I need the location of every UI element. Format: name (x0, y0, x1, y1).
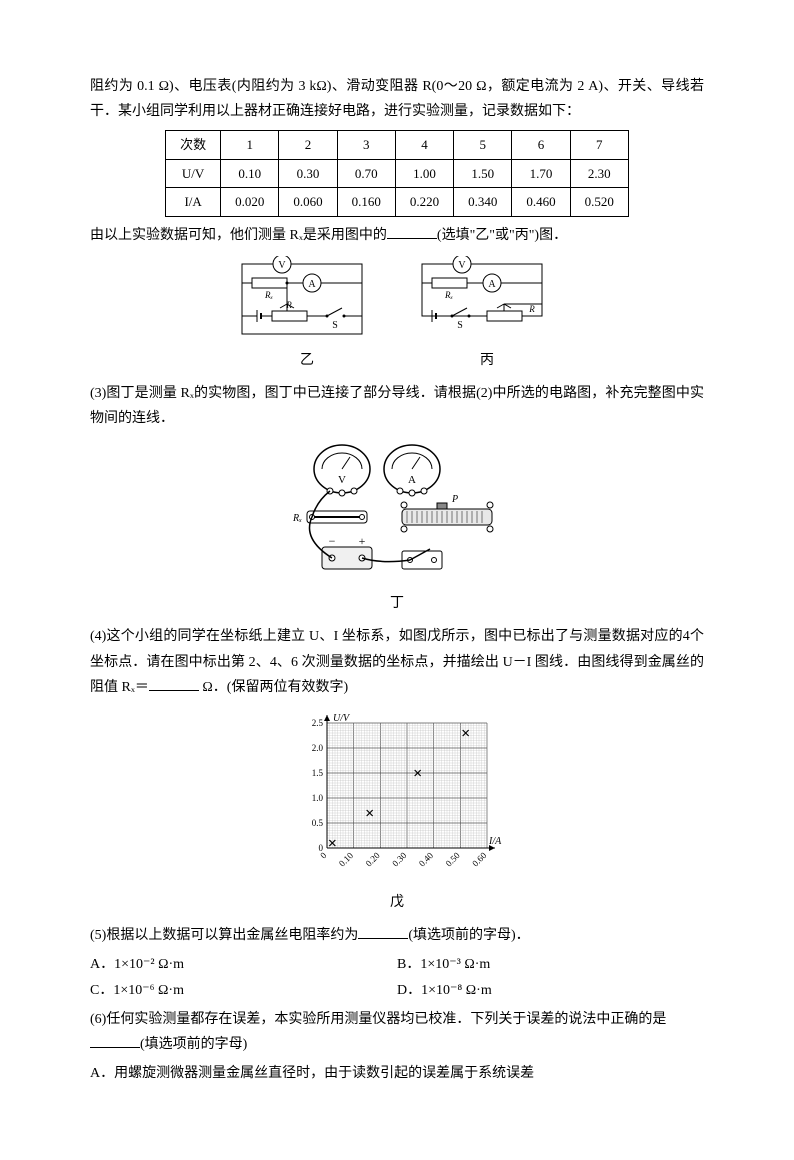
svg-text:0.10: 0.10 (337, 850, 356, 869)
svg-text:S: S (457, 320, 463, 331)
table-header-row: 次数 1 2 3 4 5 6 7 (166, 131, 629, 159)
table-row: U/V 0.10 0.30 0.70 1.00 1.50 1.70 2.30 (166, 159, 629, 187)
q2-suffix: (选填"乙"或"丙")图． (437, 228, 567, 243)
svg-text:V: V (278, 260, 286, 271)
svg-text:1.5: 1.5 (312, 768, 324, 778)
question-6: (6)任何实验测量都存在误差，本实验所用测量仪器均已校准．下列关于误差的说法中正… (90, 1007, 704, 1057)
circuit-yi-svg: V Rₓ A R (232, 256, 382, 346)
question-5: (5)根据以上数据可以算出金属丝电阻率约为 (填选项前的字母)． (90, 923, 704, 948)
svg-text:0.60: 0.60 (470, 850, 489, 869)
svg-text:0.30: 0.30 (390, 850, 409, 869)
svg-text:0.5: 0.5 (312, 818, 324, 828)
svg-text:+: + (359, 534, 366, 548)
svg-text:V: V (458, 260, 466, 271)
table-cell: 2 (279, 131, 337, 159)
table-cell: 0.160 (337, 188, 395, 216)
table-row: I/A 0.020 0.060 0.160 0.220 0.340 0.460 … (166, 188, 629, 216)
svg-text:2.0: 2.0 (312, 743, 324, 753)
question-4: (4)这个小组的同学在坐标纸上建立 U、I 坐标系，如图戊所示，图中已标出了与测… (90, 624, 704, 700)
caption-wu: 戊 (90, 890, 704, 915)
svg-text:1.0: 1.0 (312, 793, 324, 803)
svg-text:0.40: 0.40 (417, 850, 436, 869)
fill-blank (358, 924, 408, 939)
svg-text:V: V (338, 474, 346, 486)
intro-paragraph: 阻约为 0.1 Ω)、电压表(内阻约为 3 kΩ)、滑动变阻器 R(0～20 Ω… (90, 74, 704, 124)
option-5c: C．1×10⁻⁶ Ω·m (90, 978, 397, 1003)
svg-text:S: S (332, 320, 338, 331)
table-cell: 4 (395, 131, 453, 159)
svg-text:P: P (451, 494, 458, 505)
circuit-bing: V Rₓ A S (412, 256, 562, 373)
question-2-text: 由以上实验数据可知，他们测量 Rₓ是采用图中的 (选填"乙"或"丙")图． (90, 223, 704, 248)
svg-text:Rₓ: Rₓ (444, 290, 453, 300)
svg-text:0: 0 (318, 850, 329, 861)
fill-blank (149, 676, 199, 691)
option-5a: A．1×10⁻² Ω·m (90, 952, 397, 977)
svg-text:0.20: 0.20 (364, 850, 383, 869)
apparatus-figure: V A Rₓ P (90, 439, 704, 616)
svg-text:U/V: U/V (333, 713, 351, 724)
q2-prefix: 由以上实验数据可知，他们测量 Rₓ是采用图中的 (90, 228, 387, 243)
apparatus-svg: V A Rₓ P (282, 439, 512, 589)
option-5b: B．1×10⁻³ Ω·m (397, 952, 704, 977)
table-cell: 7 (570, 131, 628, 159)
table-cell: 1 (221, 131, 279, 159)
svg-text:−: − (329, 534, 336, 548)
table-cell: 0.060 (279, 188, 337, 216)
caption-bing: 丙 (412, 348, 562, 373)
table-cell: 次数 (166, 131, 221, 159)
table-cell: 0.10 (221, 159, 279, 187)
table-cell: 0.020 (221, 188, 279, 216)
question-3: (3)图丁是测量 Rₓ的实物图，图丁中已连接了部分导线．请根据(2)中所选的电路… (90, 381, 704, 431)
table-cell: 0.520 (570, 188, 628, 216)
svg-text:2.5: 2.5 (312, 718, 324, 728)
q6-suffix: (填选项前的字母) (140, 1037, 247, 1052)
option-6a: A．用螺旋测微器测量金属丝直径时，由于读数引起的误差属于系统误差 (90, 1061, 704, 1086)
fill-blank (387, 224, 437, 239)
ui-chart-svg: 00.51.01.52.02.500.100.200.300.400.500.6… (287, 708, 507, 888)
table-cell: 2.30 (570, 159, 628, 187)
table-cell: 1.50 (454, 159, 512, 187)
q5-suffix: (填选项前的字母)． (408, 928, 529, 943)
table-cell: 1.70 (512, 159, 570, 187)
q5-prefix: (5)根据以上数据可以算出金属丝电阻率约为 (90, 928, 358, 943)
table-cell: I/A (166, 188, 221, 216)
svg-text:Rₓ: Rₓ (264, 290, 273, 300)
q6-text: (6)任何实验测量都存在误差，本实验所用测量仪器均已校准．下列关于误差的说法中正… (90, 1012, 666, 1027)
table-cell: U/V (166, 159, 221, 187)
table-cell: 0.70 (337, 159, 395, 187)
table-cell: 0.340 (454, 188, 512, 216)
svg-text:I/A: I/A (488, 836, 502, 847)
circuit-bing-svg: V Rₓ A S (412, 256, 562, 346)
option-5d: D．1×10⁻⁸ Ω·m (397, 978, 704, 1003)
caption-yi: 乙 (232, 348, 382, 373)
svg-text:A: A (308, 279, 316, 290)
caption-ding: 丁 (90, 591, 704, 616)
options-5: A．1×10⁻² Ω·m B．1×10⁻³ Ω·m C．1×10⁻⁶ Ω·m D… (90, 952, 704, 1002)
circuit-figures: V Rₓ A R (90, 256, 704, 373)
table-cell: 3 (337, 131, 395, 159)
table-cell: 5 (454, 131, 512, 159)
data-table: 次数 1 2 3 4 5 6 7 U/V 0.10 0.30 0.70 1.00… (165, 130, 629, 216)
svg-text:R: R (528, 304, 535, 314)
table-cell: 0.460 (512, 188, 570, 216)
table-cell: 0.220 (395, 188, 453, 216)
svg-text:A: A (488, 279, 496, 290)
svg-text:Rₓ: Rₓ (292, 513, 302, 524)
svg-text:A: A (408, 474, 416, 486)
q4-suffix: Ω．(保留两位有效数字) (199, 680, 348, 695)
svg-text:0.50: 0.50 (444, 850, 463, 869)
fill-blank (90, 1033, 140, 1048)
circuit-yi: V Rₓ A R (232, 256, 382, 373)
chart-figure: 00.51.01.52.02.500.100.200.300.400.500.6… (90, 708, 704, 915)
table-cell: 6 (512, 131, 570, 159)
table-cell: 1.00 (395, 159, 453, 187)
table-cell: 0.30 (279, 159, 337, 187)
